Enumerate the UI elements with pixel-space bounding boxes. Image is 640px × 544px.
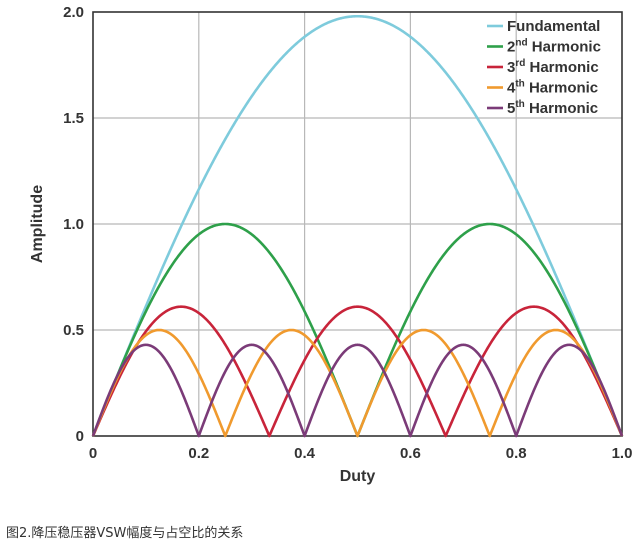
legend-label: 3rd Harmonic bbox=[507, 58, 599, 76]
legend: Fundamental 2nd Harmonic 3rd Harmonic 4th H… bbox=[487, 18, 601, 117]
series-line-1 bbox=[91, 14, 624, 437]
chart: 0 0.2 0.4 0.6 0.8 1.0 0 0.5 1.0 1.5 2.0 Duty Ampli… bbox=[29, 4, 632, 485]
x-tick-label: 0.6 bbox=[400, 445, 421, 462]
series-line-3 bbox=[91, 305, 624, 438]
x-tick-label: 0.2 bbox=[188, 445, 209, 462]
x-axis-title: Duty bbox=[340, 468, 376, 485]
x-tick-label: 0.8 bbox=[506, 445, 527, 462]
series-line-5 bbox=[91, 343, 624, 438]
y-tick-label: 1.0 bbox=[63, 216, 84, 233]
y-tick-label: 1.5 bbox=[63, 110, 84, 127]
x-tick-label: 0.4 bbox=[294, 445, 316, 462]
series-lines bbox=[91, 14, 624, 438]
y-tick-label: 2.0 bbox=[63, 4, 84, 21]
y-tick-label: 0.5 bbox=[63, 322, 84, 339]
y-axis-title: Amplitude bbox=[29, 185, 46, 263]
tick-labels: 0 0.2 0.4 0.6 0.8 1.0 0 0.5 1.0 1.5 2.0 bbox=[63, 4, 632, 462]
legend-label: 4th Harmonic bbox=[507, 79, 598, 97]
x-tick-label: 1.0 bbox=[612, 445, 633, 462]
x-tick-label: 0 bbox=[89, 445, 97, 462]
legend-label: 5th Harmonic bbox=[507, 99, 598, 117]
legend-label: Fundamental bbox=[507, 18, 600, 35]
legend-label: 2nd Harmonic bbox=[507, 38, 601, 56]
series-line-4 bbox=[91, 328, 624, 438]
figure-caption: 图2.降压稳压器VSW幅度与占空比的关系 bbox=[6, 526, 244, 541]
y-tick-label: 0 bbox=[76, 428, 84, 445]
